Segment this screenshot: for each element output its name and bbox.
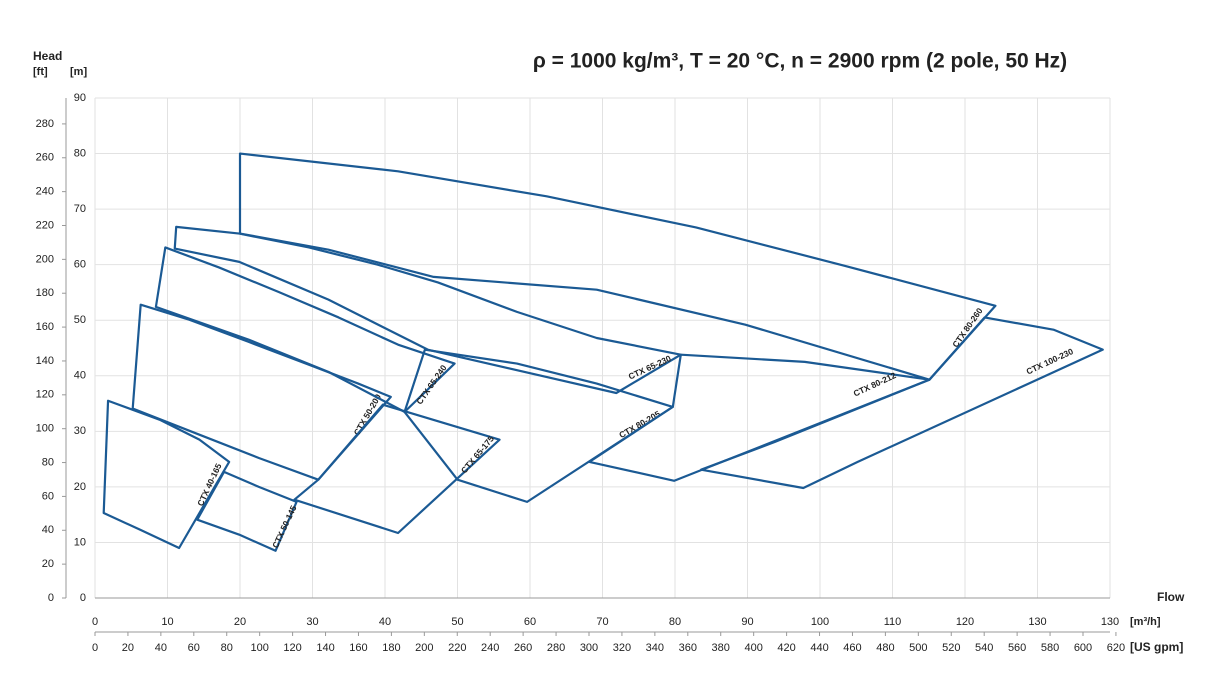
series-label: CTX 80-205	[617, 408, 662, 440]
x-tick-label: 110	[884, 616, 902, 628]
x2-tick-label: 540	[975, 642, 993, 654]
x2-tick-label: 200	[415, 642, 433, 654]
x2-tick-label: 80	[221, 642, 233, 654]
pump-range	[173, 225, 682, 395]
chart-title: ρ = 1000 kg/m³, T = 20 °C, n = 2900 rpm …	[533, 50, 1067, 73]
x2-tick-label: 360	[679, 642, 697, 654]
pump-range	[700, 316, 1104, 490]
x-tick-label: 90	[741, 616, 753, 628]
x2-tick-label: 440	[810, 642, 828, 654]
x2-tick-label: 340	[646, 642, 664, 654]
x2-tick-label: 300	[580, 642, 598, 654]
y2-tick-label: 220	[36, 219, 54, 231]
x2-tick-label: 520	[942, 642, 960, 654]
y-tick-label: 40	[74, 370, 86, 382]
y2-tick-label: 60	[42, 490, 54, 502]
x2-tick-label: 140	[316, 642, 334, 654]
x2-tick-label: 240	[481, 642, 499, 654]
x-tick-label: 130	[1101, 616, 1119, 628]
y2-tick-label: 180	[36, 287, 54, 299]
series-label: CTX 80-260	[950, 306, 985, 349]
y-tick-label: 50	[74, 314, 86, 326]
x2-tick-label: 280	[547, 642, 565, 654]
x2-tick-label: 120	[283, 642, 301, 654]
y2-tick-label: 100	[36, 423, 54, 435]
series-label: CTX 40-165	[195, 462, 224, 508]
y2-tick-label: 200	[36, 253, 54, 265]
x2-tick-label: 460	[843, 642, 861, 654]
pump-range	[238, 152, 997, 381]
x2-tick-label: 220	[448, 642, 466, 654]
y2-tick-label: 40	[42, 524, 54, 536]
pump-range	[131, 303, 392, 481]
x-tick-label: 0	[92, 616, 98, 628]
x-tick-label: 50	[451, 616, 463, 628]
x2-tick-label: 260	[514, 642, 532, 654]
series-label: CTX 65-230	[627, 353, 673, 382]
y2-tick-label: 160	[36, 321, 54, 333]
x2-tick-label: 400	[744, 642, 762, 654]
x-tick-label: 10	[161, 616, 173, 628]
x2-tick-label: 320	[613, 642, 631, 654]
x2-tick-label: 180	[382, 642, 400, 654]
y2-unit: [ft]	[33, 66, 48, 78]
x2-tick-label: 380	[712, 642, 730, 654]
y2-tick-label: 260	[36, 152, 54, 164]
pump-range	[196, 470, 298, 552]
x-tick-label: 20	[234, 616, 246, 628]
x2-tick-label: 480	[876, 642, 894, 654]
y2-tick-label: 240	[36, 186, 54, 198]
y-tick-label: 90	[74, 92, 86, 104]
y2-tick-label: 80	[42, 456, 54, 468]
x-tick-label: 30	[306, 616, 318, 628]
y2-tick-label: 20	[42, 558, 54, 570]
pump-range	[588, 353, 931, 482]
y2-tick-label: 140	[36, 355, 54, 367]
series-label: CTX 65-175	[459, 434, 496, 476]
x-tick-label: 120	[956, 616, 974, 628]
x-unit: [m³/h]	[1130, 616, 1161, 628]
pump-range	[293, 403, 501, 535]
y-tick-label: 20	[74, 481, 86, 493]
x2-unit: [US gpm]	[1130, 640, 1183, 654]
y-tick-label: 0	[80, 592, 86, 604]
x-axis-title: Flow	[1157, 590, 1185, 604]
y-tick-label: 60	[74, 259, 86, 271]
x2-tick-label: 40	[155, 642, 167, 654]
x2-tick-label: 500	[909, 642, 927, 654]
x-tick-label: 60	[524, 616, 536, 628]
pump-range	[102, 399, 231, 550]
series-label: CTX 100-230	[1025, 346, 1075, 377]
x-tick-label: 130	[1028, 616, 1046, 628]
y2-tick-label: 120	[36, 389, 54, 401]
x2-tick-label: 20	[122, 642, 134, 654]
x-tick-label: 80	[669, 616, 681, 628]
x-tick-label: 70	[596, 616, 608, 628]
y2-tick-label: 280	[36, 118, 54, 130]
x-tick-label: 100	[811, 616, 829, 628]
pump-range	[154, 246, 456, 413]
x2-tick-label: 620	[1107, 642, 1125, 654]
x2-tick-label: 560	[1008, 642, 1026, 654]
x2-tick-label: 600	[1074, 642, 1092, 654]
x2-tick-label: 100	[250, 642, 268, 654]
x2-tick-label: 60	[188, 642, 200, 654]
x-tick-label: 40	[379, 616, 391, 628]
x2-tick-label: 0	[92, 642, 98, 654]
y-axis-title: Head	[33, 49, 62, 63]
x2-tick-label: 420	[777, 642, 795, 654]
x2-tick-label: 580	[1041, 642, 1059, 654]
y-unit: [m]	[70, 66, 87, 78]
y-tick-label: 70	[74, 203, 86, 215]
y-tick-label: 80	[74, 147, 86, 159]
y-tick-label: 10	[74, 536, 86, 548]
y2-tick-label: 0	[48, 592, 54, 604]
y-tick-label: 30	[74, 425, 86, 437]
x2-tick-label: 160	[349, 642, 367, 654]
